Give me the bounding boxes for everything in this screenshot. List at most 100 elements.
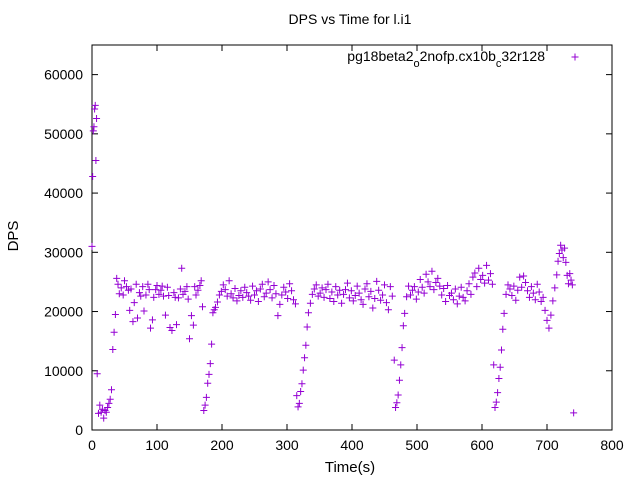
data-point bbox=[247, 296, 255, 304]
data-point bbox=[155, 290, 163, 298]
data-point bbox=[157, 286, 165, 294]
x-tick-label: 100 bbox=[145, 437, 169, 453]
data-point bbox=[363, 280, 371, 288]
data-point bbox=[338, 299, 346, 307]
data-point bbox=[483, 261, 491, 269]
data-point bbox=[286, 280, 294, 288]
data-point bbox=[88, 242, 96, 250]
data-point bbox=[510, 282, 518, 290]
data-point bbox=[430, 286, 438, 294]
data-point bbox=[340, 290, 348, 298]
data-point bbox=[365, 293, 373, 301]
x-tick-label: 500 bbox=[405, 437, 429, 453]
data-point bbox=[284, 295, 292, 303]
data-point bbox=[499, 325, 507, 333]
data-point bbox=[401, 309, 409, 317]
data-point bbox=[375, 286, 383, 294]
data-point bbox=[251, 291, 258, 299]
data-point bbox=[570, 409, 578, 417]
data-point bbox=[388, 292, 396, 300]
data-point bbox=[461, 297, 469, 305]
data-point bbox=[183, 283, 191, 291]
data-point bbox=[237, 287, 245, 295]
data-point bbox=[543, 316, 551, 324]
data-point bbox=[219, 281, 227, 289]
data-point bbox=[432, 279, 440, 287]
data-point bbox=[93, 370, 101, 378]
data-point bbox=[119, 291, 127, 299]
data-point bbox=[514, 286, 522, 294]
data-point bbox=[508, 292, 516, 300]
data-point bbox=[524, 287, 531, 295]
data-point bbox=[100, 414, 108, 422]
data-point bbox=[184, 295, 192, 303]
data-point bbox=[270, 281, 278, 289]
data-point bbox=[395, 376, 403, 384]
data-point bbox=[449, 296, 457, 304]
axis-ticks: 0 100 200 300 400 500 600 700 800 0 10000 20000 3000… bbox=[44, 45, 624, 453]
data-point bbox=[140, 307, 148, 315]
data-point bbox=[371, 295, 379, 303]
data-point bbox=[381, 281, 388, 289]
data-point bbox=[561, 244, 569, 252]
data-point bbox=[264, 278, 272, 286]
data-point bbox=[165, 292, 173, 300]
data-point bbox=[347, 287, 355, 295]
data-point bbox=[416, 276, 424, 284]
data-point bbox=[132, 280, 140, 288]
data-point bbox=[399, 322, 407, 330]
data-point bbox=[527, 283, 535, 291]
data-point bbox=[115, 290, 123, 298]
data-point bbox=[262, 289, 270, 297]
data-point bbox=[127, 285, 135, 293]
data-point bbox=[332, 283, 340, 291]
data-point bbox=[326, 295, 334, 303]
data-point bbox=[215, 291, 223, 299]
data-point bbox=[386, 283, 394, 291]
data-point bbox=[312, 281, 320, 289]
data-point bbox=[189, 321, 197, 329]
y-tick-label: 20000 bbox=[44, 304, 83, 320]
data-point bbox=[455, 292, 463, 300]
data-point bbox=[241, 283, 249, 291]
data-point bbox=[531, 296, 539, 304]
data-point bbox=[330, 297, 338, 305]
data-point bbox=[282, 288, 290, 296]
data-point bbox=[506, 285, 514, 293]
data-point bbox=[298, 380, 306, 388]
data-point bbox=[304, 309, 312, 317]
data-point bbox=[447, 289, 455, 297]
data-point bbox=[173, 321, 180, 329]
data-point bbox=[343, 279, 351, 287]
data-point bbox=[306, 299, 314, 307]
legend: pg18beta2o2nofp.cx10bc32r128 bbox=[347, 48, 579, 70]
data-point bbox=[231, 284, 239, 292]
data-point bbox=[229, 294, 237, 302]
data-point bbox=[377, 296, 385, 304]
data-point bbox=[294, 403, 302, 411]
data-point bbox=[408, 286, 416, 294]
data-point bbox=[554, 257, 562, 265]
y-tick-label: 0 bbox=[75, 422, 83, 438]
legend-marker bbox=[571, 53, 579, 61]
data-point bbox=[357, 296, 365, 304]
data-point bbox=[420, 289, 428, 297]
data-point bbox=[252, 287, 260, 295]
data-point bbox=[384, 306, 392, 314]
data-point bbox=[221, 286, 229, 294]
data-point bbox=[105, 399, 113, 407]
data-point bbox=[197, 277, 205, 285]
data-point bbox=[108, 386, 115, 394]
data-point bbox=[367, 287, 375, 295]
data-point bbox=[196, 281, 204, 289]
data-point bbox=[89, 127, 97, 135]
x-tick-label: 800 bbox=[600, 437, 624, 453]
data-point bbox=[204, 379, 212, 387]
data-point bbox=[91, 101, 99, 109]
data-point bbox=[139, 283, 147, 291]
x-tick-label: 0 bbox=[88, 437, 96, 453]
data-point bbox=[187, 312, 195, 320]
data-point bbox=[111, 311, 119, 318]
data-point bbox=[539, 293, 547, 301]
data-point bbox=[490, 361, 498, 369]
